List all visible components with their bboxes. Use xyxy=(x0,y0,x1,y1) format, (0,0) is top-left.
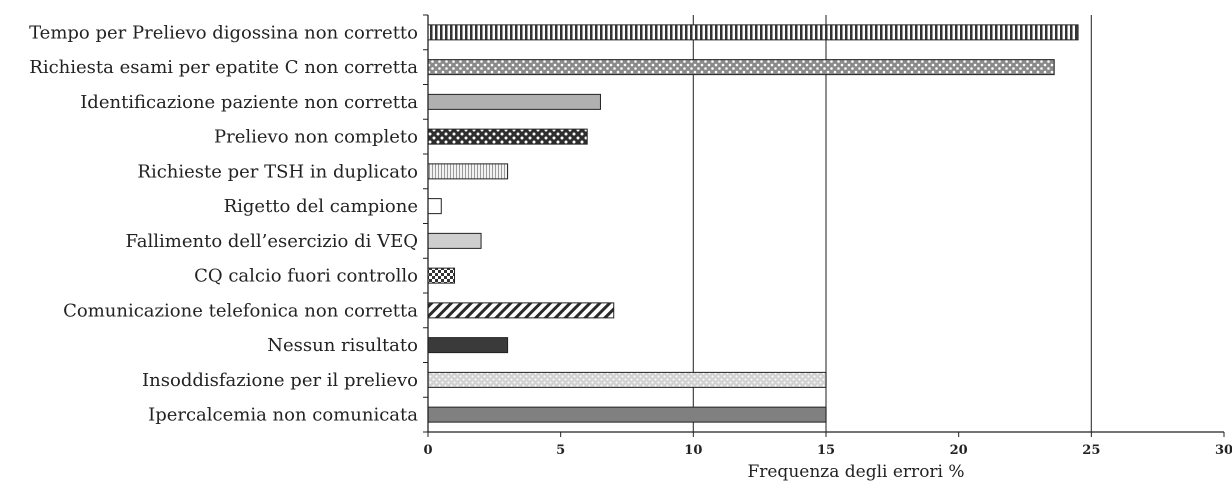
bars xyxy=(427,24,1079,423)
bar xyxy=(427,232,482,249)
x-tick-label: 10 xyxy=(684,443,702,458)
category-label: CQ calcio fuori controllo xyxy=(194,266,418,287)
category-label: Tempo per Prelievo digossina non corrett… xyxy=(29,22,418,43)
category-label: Richieste per TSH in duplicato xyxy=(137,161,418,182)
bar xyxy=(427,267,456,284)
category-label: Rigetto del campione xyxy=(224,196,418,217)
x-tick-label: 5 xyxy=(556,443,565,458)
category-label: Ipercalcemia non comunicata xyxy=(148,405,418,426)
bar xyxy=(427,371,827,388)
category-label: Insoddisfazione per il prelievo xyxy=(142,370,418,391)
bar xyxy=(427,198,442,215)
bar xyxy=(427,93,601,110)
x-tick-label: 20 xyxy=(950,443,968,458)
bar xyxy=(427,59,1055,76)
bar xyxy=(427,302,615,319)
category-label: Fallimento dell’esercizio di VEQ xyxy=(126,231,418,252)
axes: 0 5 10 15 20 25 30 xyxy=(423,14,1232,458)
category-labels: Tempo per Prelievo digossina non corrett… xyxy=(29,22,418,425)
x-tick-label: 30 xyxy=(1215,443,1232,458)
x-axis-title: Frequenza degli errori % xyxy=(747,462,964,482)
x-tick-label: 25 xyxy=(1082,443,1100,458)
x-tick-label: 0 xyxy=(423,443,432,458)
reference-lines xyxy=(692,15,1092,432)
bar xyxy=(427,337,509,354)
category-label: Nessun risultato xyxy=(267,335,418,356)
category-label: Richiesta esami per epatite C non corret… xyxy=(29,57,418,78)
category-label: Comunicazione telefonica non corretta xyxy=(63,300,418,321)
bar xyxy=(427,163,509,180)
category-label: Prelievo non completo xyxy=(214,127,418,148)
category-label: Identificazione paziente non corretta xyxy=(80,92,418,113)
bar xyxy=(427,406,827,423)
bar xyxy=(427,128,588,145)
x-tick-label: 15 xyxy=(817,443,835,458)
bar xyxy=(427,24,1079,41)
